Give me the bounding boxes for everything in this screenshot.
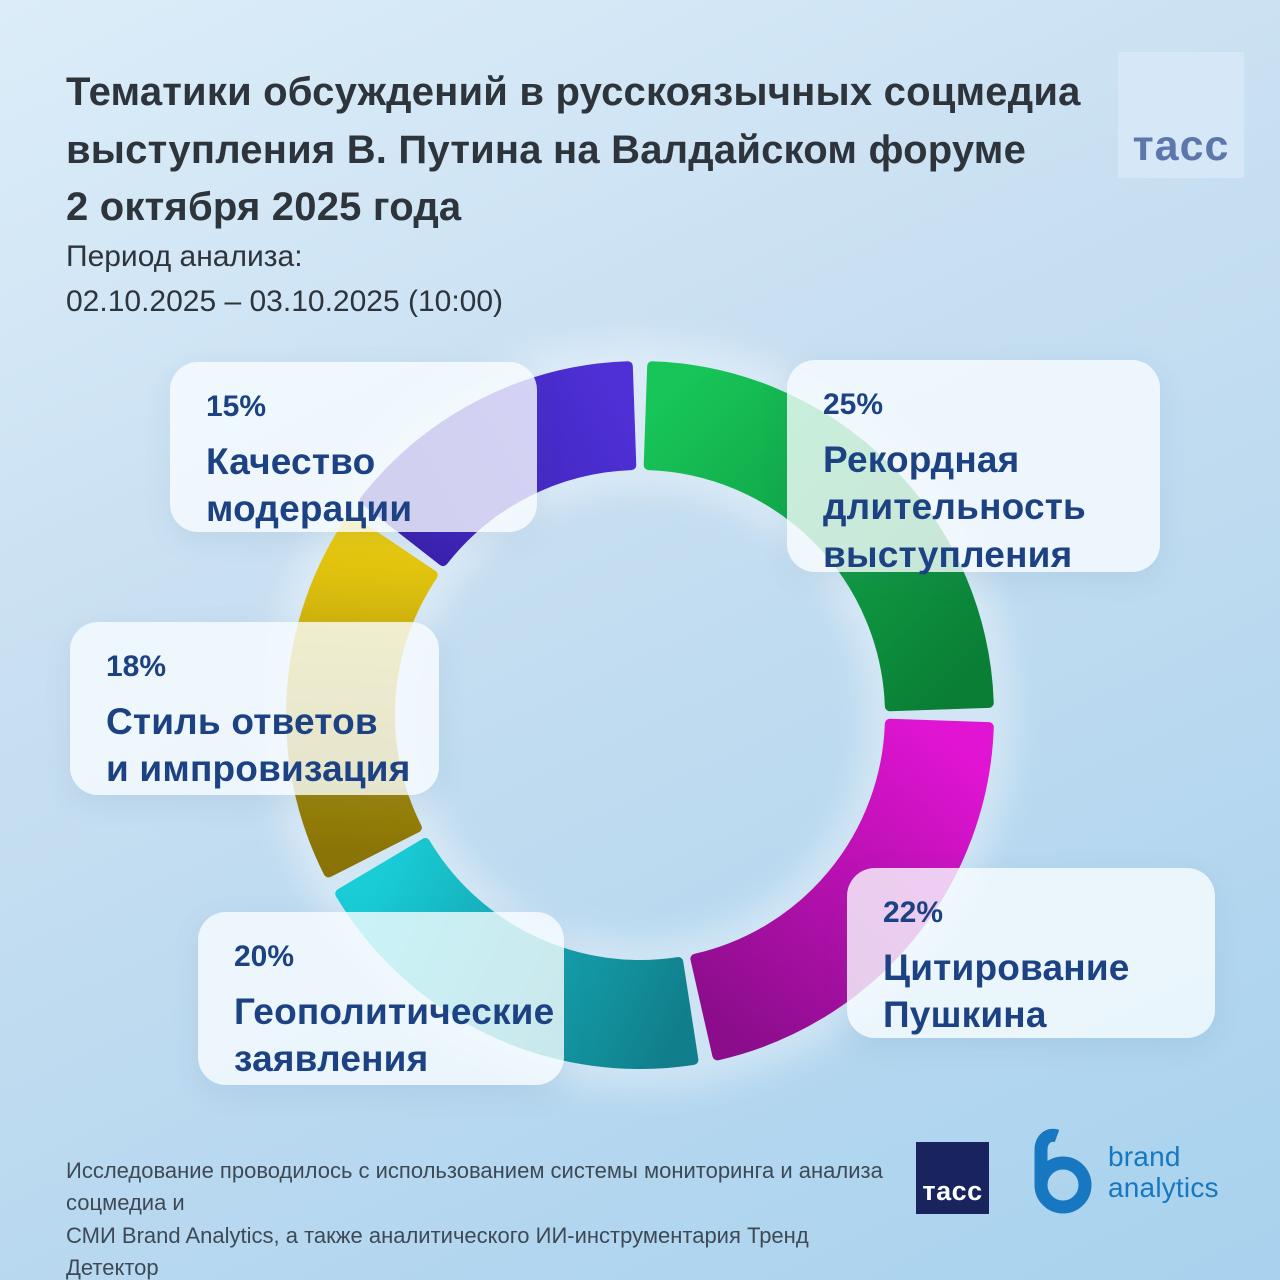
tass-footer-logo-text: тасс (922, 1176, 983, 1206)
donut-segment-1 (690, 718, 994, 1061)
tass-footer-logo: тасс (916, 1142, 989, 1214)
segment-label: Качество модерации (206, 441, 413, 530)
segment-label: Цитирование Пушкина (883, 947, 1130, 1036)
brand-analytics-icon (1034, 1128, 1092, 1214)
segment-label: Рекордная длительность выступления (823, 439, 1086, 575)
segment-percent: 22% (883, 896, 944, 929)
segment-percent: 20% (234, 940, 295, 973)
segment-label: Геополитические заявления (234, 991, 555, 1080)
segment-percent: 15% (206, 390, 267, 423)
segment-card-duration: 25% Рекордная длительность выступления (787, 360, 1160, 575)
brand-analytics-logo: brand analytics (1030, 1128, 1219, 1216)
segment-percent: 25% (823, 388, 884, 421)
analysis-period: Период анализа: 02.10.2025 – 03.10.2025 … (66, 240, 504, 318)
brand-analytics-text: brand analytics (1108, 1140, 1219, 1203)
segment-card-pushkin: 22% Цитирование Пушкина (847, 868, 1215, 1038)
segment-label: Стиль ответов и импровизация (106, 701, 411, 790)
disclaimer-text: Исследование проводилось с использование… (66, 1158, 883, 1280)
segment-percent: 18% (106, 650, 167, 683)
tass-logo-text: тасс (1132, 122, 1230, 170)
segment-card-moderation: 15% Качество модерации (170, 362, 537, 532)
segment-card-style: 18% Стиль ответов и импровизация (70, 622, 439, 795)
segment-card-geopolitics: 20% Геополитические заявления (198, 912, 564, 1085)
page-title: Тематики обсуждений в русскоязычных соцм… (66, 70, 1081, 230)
tass-logo: тасс (1118, 52, 1244, 178)
